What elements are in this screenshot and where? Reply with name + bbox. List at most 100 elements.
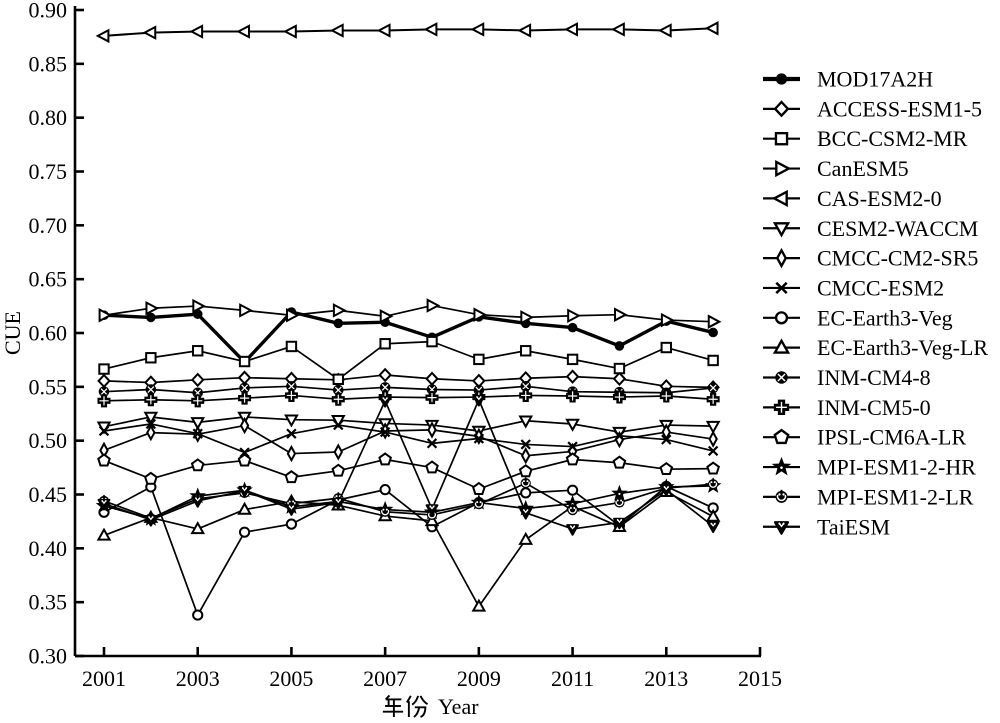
marker-thin_diamond_open <box>239 416 250 435</box>
marker-triangle_right_open <box>239 303 253 318</box>
series-TaiESM <box>97 394 720 536</box>
marker-circle_open <box>774 311 789 325</box>
marker-thin_diamond_open <box>708 430 718 448</box>
marker-circle_filled <box>775 73 788 85</box>
marker-triangle_up_open <box>96 527 112 541</box>
marker-circle_x_filled <box>520 380 532 392</box>
marker-triangle_up_open <box>772 338 791 354</box>
legend-item-IPSL-CM6A-LR: IPSL-CM6A-LR <box>763 425 966 450</box>
x-axis-title-latin: Year <box>438 694 479 719</box>
legend-label: CAS-ESM2-0 <box>817 186 942 211</box>
marker-circle_filled <box>708 327 718 338</box>
series-line-ACCESS-ESM1-5 <box>103 374 714 389</box>
y-tick-label: 0.90 <box>29 0 68 23</box>
marker-square_open <box>192 345 204 357</box>
marker-triangle_up_open <box>518 531 534 545</box>
marker-square_open <box>774 131 789 146</box>
marker-pentagon_open <box>331 463 346 477</box>
marker-plus_filled <box>519 388 533 402</box>
marker-diamond_open <box>425 371 439 387</box>
marker-square_open <box>285 340 298 353</box>
axes <box>73 6 762 658</box>
marker-pentagon_open <box>237 453 252 467</box>
marker-triangle_down_open <box>284 414 299 428</box>
marker-tri_down_v_filled <box>566 524 579 536</box>
marker-plus_filled <box>238 391 252 405</box>
marker-triangle_up_open <box>705 508 721 522</box>
y-tick-label: 0.50 <box>29 428 68 453</box>
legend-label: CMCC-CM2-SR5 <box>817 246 978 271</box>
marker-circle_x_filled <box>332 384 344 396</box>
marker-diamond_open <box>378 367 392 383</box>
marker-tri_down_v_filled <box>144 515 158 527</box>
legend: MOD17A2H ACCESS-ESM1-5 BCC-CSM2-MR CanESM5 C… <box>763 67 988 539</box>
marker-circle_plus_filled <box>775 489 788 503</box>
y-tick-label: 0.40 <box>29 536 68 561</box>
series-line-CMCC-ESM2 <box>103 423 714 454</box>
marker-plus_filled <box>97 394 111 408</box>
marker-triangle_down_open <box>705 420 721 434</box>
marker-circle_x_filled <box>145 384 157 395</box>
series-ACCESS-ESM1-5 <box>97 367 720 395</box>
legend-item-MOD17A2H: MOD17A2H <box>763 67 933 92</box>
legend-label: BCC-CSM2-MR <box>817 126 968 151</box>
x-tick-label: 2013 <box>644 666 688 691</box>
marker-circle_filled <box>614 341 625 351</box>
series-CMCC-ESM2 <box>98 418 719 458</box>
marker-plus_filled <box>566 389 580 403</box>
marker-pentagon_open <box>471 481 486 495</box>
marker-triangle_up_open <box>190 521 206 535</box>
legend-item-CanESM5: CanESM5 <box>763 156 909 181</box>
marker-x_cross <box>614 430 625 441</box>
marker-triangle_right_open <box>98 307 113 323</box>
y-tick-label: 0.35 <box>29 590 68 615</box>
series-line-CanESM5 <box>103 304 714 323</box>
marker-circle_filled <box>192 309 203 319</box>
marker-tri_down_v_filled <box>659 484 673 497</box>
x-tick-label: 2001 <box>82 666 126 691</box>
legend-item-MPI-ESM1-2-HR: MPI-ESM1-2-HR <box>763 455 976 480</box>
legend-item-BCC-CSM2-MR: BCC-CSM2-MR <box>763 126 968 151</box>
marker-x_cross <box>239 447 250 458</box>
marker-diamond_open <box>190 372 205 388</box>
y-tick-label: 0.80 <box>29 105 68 130</box>
series-line-INM-CM5-0 <box>103 394 714 402</box>
marker-tri_down_v_filled <box>378 396 392 408</box>
marker-triangle_up_open <box>471 598 487 612</box>
marker-x_cross <box>473 433 485 444</box>
marker-pentagon_open <box>284 470 299 484</box>
y-tick-label: 0.45 <box>29 482 68 507</box>
marker-square_open <box>238 355 251 368</box>
legend-label: ACCESS-ESM1-5 <box>817 96 982 121</box>
marker-circle_x_filled <box>379 382 391 393</box>
marker-circle_plus_filled <box>567 504 578 516</box>
marker-triangle_right_open <box>520 310 535 325</box>
marker-circle_x_filled <box>286 380 297 392</box>
marker-triangle_left_open <box>657 23 672 38</box>
marker-x_cross <box>520 439 531 450</box>
series-IPSL-CM6A-LR <box>97 452 721 495</box>
marker-tri_down_v_filled <box>238 485 251 498</box>
marker-x_cross <box>333 419 344 431</box>
marker-thin_diamond_open <box>286 444 297 463</box>
marker-circle_plus_filled <box>614 496 625 508</box>
y-tick-label: 0.55 <box>29 374 68 399</box>
x-tick-label: 2015 <box>738 666 782 691</box>
legend-item-CMCC-CM2-SR5: CMCC-CM2-SR5 <box>763 246 978 271</box>
marker-triangle_right_open <box>660 312 675 328</box>
marker-circle_filled <box>567 322 578 333</box>
marker-x_cross <box>661 434 672 445</box>
marker-triangle_right_open <box>332 303 347 318</box>
series-line-MPI-ESM1-2-HR <box>103 485 714 520</box>
legend-item-TaiESM: TaiESM <box>763 514 890 539</box>
marker-diamond_open <box>237 370 252 385</box>
marker-tri_down_v_filled <box>472 394 486 407</box>
marker-circle_open <box>192 609 204 621</box>
marker-circle_open <box>566 484 579 496</box>
series-line-TaiESM <box>103 398 714 530</box>
y-tick-label: 0.75 <box>29 159 68 184</box>
marker-triangle_left_open <box>283 24 297 39</box>
legend-item-INM-CM5-0: INM-CM5-0 <box>763 395 931 420</box>
legend-label: MPI-ESM1-2-LR <box>817 484 974 509</box>
